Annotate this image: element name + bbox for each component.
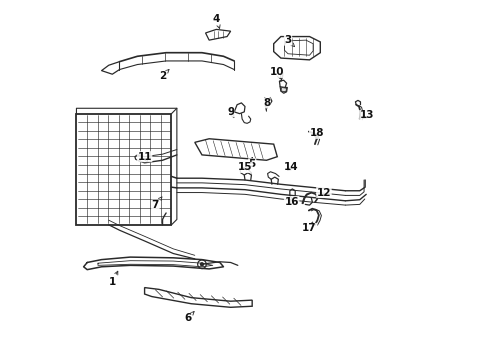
Text: 3: 3 (284, 35, 294, 47)
Text: 1: 1 (109, 271, 118, 287)
Polygon shape (281, 87, 287, 92)
Text: 9: 9 (227, 107, 234, 118)
Text: 5: 5 (248, 158, 256, 169)
Text: 13: 13 (360, 111, 374, 121)
Text: 17: 17 (302, 222, 317, 233)
Text: 18: 18 (310, 129, 324, 140)
Text: 10: 10 (270, 67, 285, 79)
Text: 8: 8 (263, 98, 270, 109)
Text: 4: 4 (213, 14, 220, 28)
Circle shape (200, 263, 203, 266)
Text: 16: 16 (284, 197, 299, 207)
Text: 6: 6 (184, 311, 194, 323)
Text: 7: 7 (152, 197, 162, 210)
Text: 14: 14 (284, 162, 299, 172)
Text: 2: 2 (159, 69, 169, 81)
Text: 12: 12 (317, 188, 331, 198)
Text: 15: 15 (238, 162, 252, 172)
Text: 11: 11 (137, 152, 152, 162)
